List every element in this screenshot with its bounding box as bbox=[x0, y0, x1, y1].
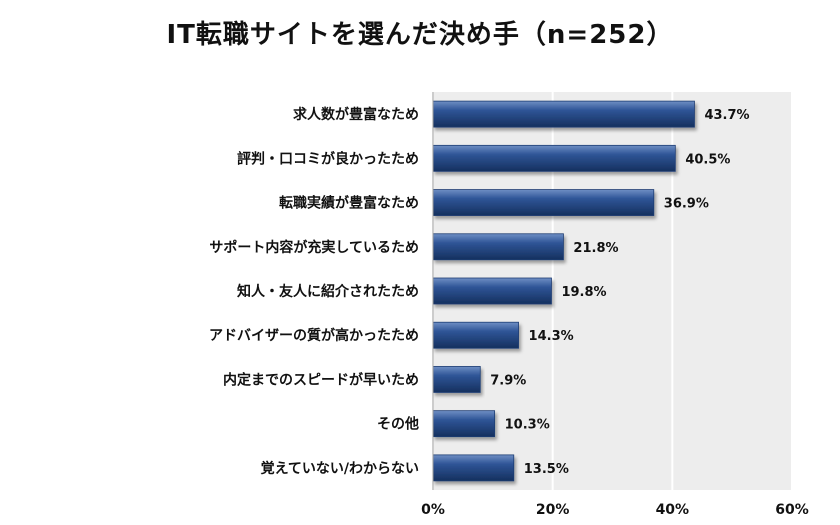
bar bbox=[432, 233, 564, 261]
category-label: その他 bbox=[377, 416, 419, 433]
category-label: サポート内容が充実しているため bbox=[209, 239, 419, 256]
bar bbox=[432, 454, 515, 482]
category-label: 覚えていない/わからない bbox=[261, 460, 419, 477]
bar bbox=[432, 144, 676, 172]
category-label: 求人数が豊富なため bbox=[293, 106, 419, 123]
category-label: 知人・友人に紹介されたため bbox=[237, 283, 419, 300]
bar bbox=[432, 277, 552, 305]
plot-area: 0% 20% 40% 60% 求人数が豊富なため 43.7% 評判・口コミが良かったため 40… bbox=[209, 92, 809, 518]
value-label: 19.8% bbox=[561, 285, 606, 300]
x-tick-label: 40% bbox=[656, 502, 690, 518]
value-label: 7.9% bbox=[490, 373, 526, 388]
value-label: 40.5% bbox=[685, 152, 730, 167]
value-label: 43.7% bbox=[704, 108, 749, 123]
category-label: アドバイザーの質が高かったため bbox=[209, 327, 419, 344]
bar bbox=[432, 366, 481, 393]
value-label: 14.3% bbox=[529, 329, 574, 344]
bar bbox=[432, 189, 655, 216]
bar bbox=[432, 410, 496, 438]
category-label: 転職実績が豊富なため bbox=[279, 195, 419, 212]
x-tick-label: 0% bbox=[421, 502, 445, 518]
x-tick-label: 20% bbox=[536, 502, 570, 518]
chart-title: IT転職サイトを選んだ決め手（n=252） bbox=[166, 20, 674, 50]
bar bbox=[432, 100, 695, 128]
bar bbox=[432, 321, 519, 349]
value-label: 13.5% bbox=[524, 462, 569, 477]
category-label: 評判・口コミが良かったため bbox=[237, 150, 419, 167]
value-label: 10.3% bbox=[505, 418, 550, 433]
value-label: 21.8% bbox=[573, 241, 618, 256]
value-label: 36.9% bbox=[664, 197, 709, 212]
category-label: 内定までのスピードが早いため bbox=[223, 371, 419, 388]
x-tick-label: 60% bbox=[775, 502, 809, 518]
